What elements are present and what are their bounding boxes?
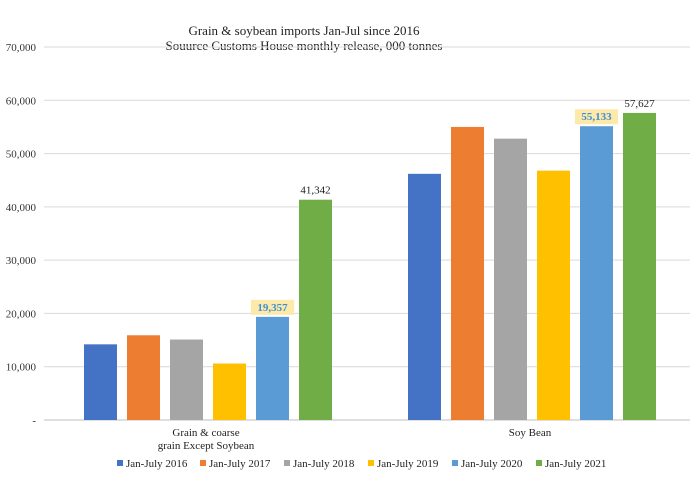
- bar: [127, 335, 160, 420]
- bar: [408, 173, 441, 420]
- legend-swatch: [536, 460, 542, 466]
- legend-label: Jan-July 2019: [377, 458, 439, 470]
- legend-item: Jan-July 2016: [117, 458, 188, 470]
- legend-label: Jan-July 2016: [126, 458, 188, 470]
- y-tick-label: 50,000: [6, 149, 37, 161]
- y-tick-label: 40,000: [6, 202, 37, 214]
- legend-label: Jan-July 2018: [293, 458, 355, 470]
- data-label: 57,627: [624, 98, 655, 110]
- data-label-highlight: [574, 109, 619, 125]
- bar: [84, 344, 117, 420]
- legend-item: Jan-July 2020: [452, 458, 523, 470]
- data-label: 19,357: [257, 302, 288, 314]
- legend-item: Jan-July 2017: [200, 458, 271, 470]
- legend-swatch: [284, 460, 290, 466]
- chart-subtitle: Souurce Customs House monthly release, 0…: [166, 38, 443, 53]
- bar: [537, 170, 570, 420]
- y-tick-label: 60,000: [6, 95, 37, 107]
- data-label: 41,342: [300, 185, 330, 197]
- legend-swatch: [200, 460, 206, 466]
- bar: [256, 316, 289, 420]
- bar: [299, 199, 332, 420]
- legend-label: Jan-July 2020: [461, 458, 523, 470]
- legend-item: Jan-July 2019: [368, 458, 439, 470]
- data-label-highlight: [250, 299, 295, 315]
- bar: [623, 112, 656, 420]
- legend-swatch: [452, 460, 458, 466]
- category-label: Soy Bean: [509, 427, 552, 439]
- legend-swatch: [368, 460, 374, 466]
- legend-label: Jan-July 2021: [545, 458, 606, 470]
- y-tick-label: -: [32, 415, 36, 427]
- data-label: 55,133: [581, 111, 612, 123]
- legend-swatch: [117, 460, 123, 466]
- category-label: grain Except Soybean: [158, 440, 255, 452]
- y-tick-label: 10,000: [6, 362, 37, 374]
- legend-item: Jan-July 2021: [536, 458, 606, 470]
- bar: [580, 126, 613, 420]
- bar: [494, 138, 527, 420]
- y-tick-label: 20,000: [6, 308, 37, 320]
- chart-title: Grain & soybean imports Jan-Jul since 20…: [188, 23, 420, 38]
- y-tick-label: 30,000: [6, 255, 37, 267]
- bar: [170, 339, 203, 420]
- legend-item: Jan-July 2018: [284, 458, 355, 470]
- legend-label: Jan-July 2017: [209, 458, 271, 470]
- bar: [213, 363, 246, 420]
- category-label: Grain & coarse: [172, 427, 239, 439]
- y-tick-label: 70,000: [6, 42, 37, 54]
- bar: [451, 126, 484, 420]
